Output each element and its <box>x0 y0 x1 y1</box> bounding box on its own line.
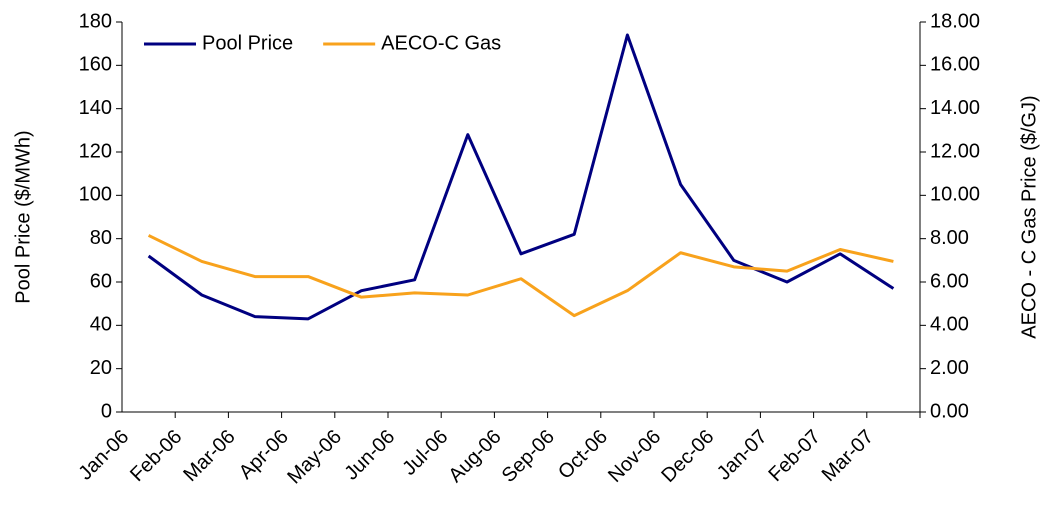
x-tick-label: Aug-06 <box>445 426 506 487</box>
x-tick-label: Dec-06 <box>657 426 718 487</box>
y-axis-title: Pool Price ($/MWh) <box>12 130 34 303</box>
y-tick-label: 20 <box>90 357 112 379</box>
y-tick-label: 180 <box>79 10 112 32</box>
x-tick-label: Feb-06 <box>126 426 186 486</box>
y2-tick-label: 18.00 <box>930 10 980 32</box>
x-tick-label: Jan-07 <box>713 426 772 485</box>
y2-tick-label: 12.00 <box>930 140 980 162</box>
y-tick-label: 120 <box>79 140 112 162</box>
y-tick-label: 100 <box>79 184 112 206</box>
y2-axis-title: AECO - C Gas Price ($/GJ) <box>1018 95 1040 338</box>
legend-label: AECO-C Gas <box>381 32 501 54</box>
y-tick-label: 80 <box>90 227 112 249</box>
series-line <box>147 33 895 321</box>
y2-tick-label: 8.00 <box>930 227 969 249</box>
x-tick-label: Nov-06 <box>604 426 665 487</box>
x-tick-label: Feb-07 <box>765 426 825 486</box>
x-tick-label: Jun-06 <box>340 426 399 485</box>
y2-tick-label: 10.00 <box>930 184 980 206</box>
x-tick-label: May-06 <box>283 426 346 489</box>
series-line <box>147 234 894 318</box>
y2-tick-label: 16.00 <box>930 54 980 76</box>
y2-tick-label: 0.00 <box>930 400 969 422</box>
y-tick-label: 60 <box>90 270 112 292</box>
y2-tick-label: 6.00 <box>930 270 969 292</box>
y-tick-label: 40 <box>90 314 112 336</box>
legend-label: Pool Price <box>202 32 293 54</box>
y-tick-label: 0 <box>101 400 112 422</box>
x-tick-label: Jan-06 <box>74 426 133 485</box>
y2-tick-label: 2.00 <box>930 357 969 379</box>
y-tick-label: 160 <box>79 54 112 76</box>
x-tick-label: Sep-06 <box>498 426 559 487</box>
x-tick-label: Mar-06 <box>179 426 239 486</box>
x-tick-label: Mar-07 <box>818 426 878 486</box>
y-tick-label: 140 <box>79 97 112 119</box>
y2-tick-label: 4.00 <box>930 314 969 336</box>
x-tick-label: Oct-06 <box>554 426 612 484</box>
y2-tick-label: 14.00 <box>930 97 980 119</box>
